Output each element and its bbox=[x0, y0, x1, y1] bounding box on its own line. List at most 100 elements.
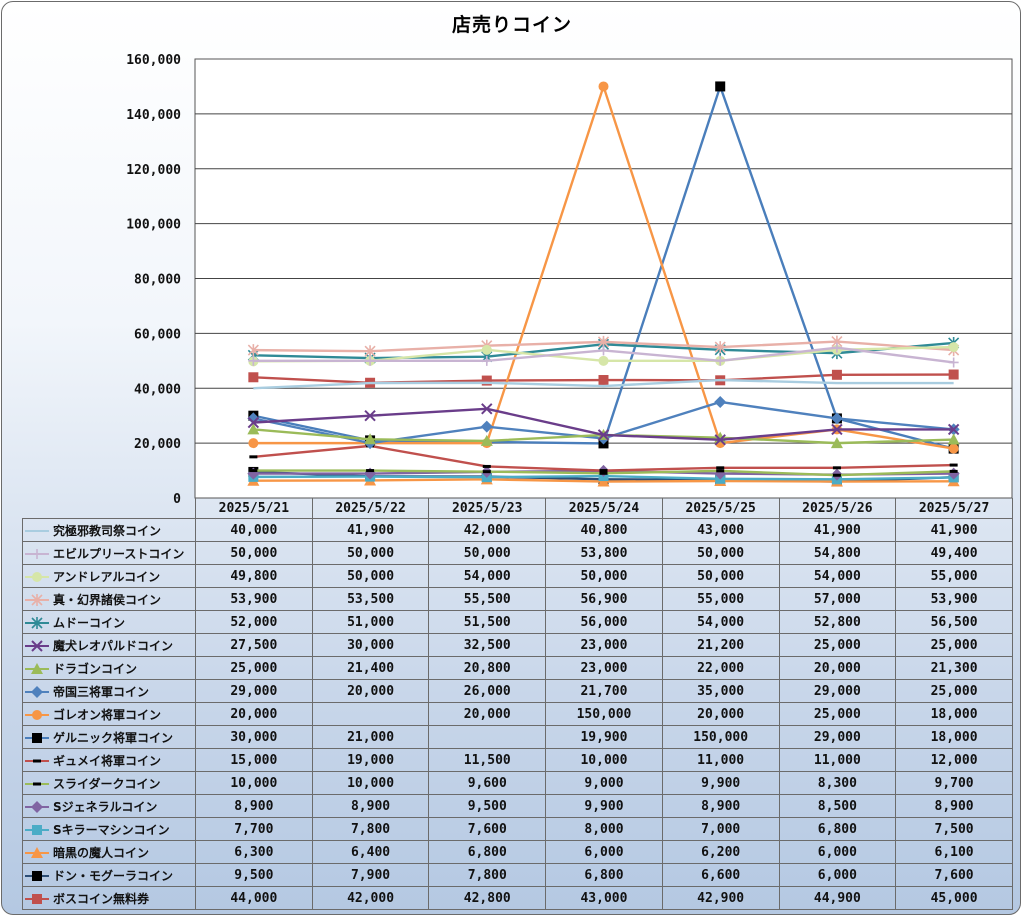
data-label: 50,000 bbox=[428, 541, 547, 565]
data-point bbox=[715, 355, 726, 366]
data-label: 25,000 bbox=[895, 633, 1013, 657]
data-label: 19,900 bbox=[545, 725, 663, 749]
data-label: 20,000 bbox=[661, 702, 780, 726]
data-label: 42,000 bbox=[428, 518, 547, 542]
data-point bbox=[481, 344, 492, 355]
data-label: 50,000 bbox=[311, 564, 430, 588]
data-label: 56,000 bbox=[545, 610, 663, 634]
data-point bbox=[598, 375, 609, 386]
data-point bbox=[714, 434, 726, 446]
data-point bbox=[31, 686, 43, 698]
data-label: 21,200 bbox=[661, 633, 780, 657]
data-label: 40,000 bbox=[195, 518, 313, 542]
data-point bbox=[248, 372, 259, 383]
data-point bbox=[830, 412, 843, 425]
data-label: 54,000 bbox=[428, 564, 547, 588]
data-point bbox=[248, 438, 259, 449]
data-label: 8,300 bbox=[778, 771, 897, 795]
data-label: 54,000 bbox=[661, 610, 780, 634]
data-point bbox=[32, 572, 42, 582]
legend-swatch bbox=[25, 640, 49, 652]
table-row: エビルプリーストコイン 50,000 50,000 50,000 53,800 50,00… bbox=[22, 541, 1013, 565]
table-row: Sキラーマシンコイン 7,700 7,800 7,600 8,000 7,000 6,800… bbox=[22, 817, 1013, 841]
data-point bbox=[31, 594, 43, 606]
data-point bbox=[482, 470, 491, 474]
data-point bbox=[365, 355, 376, 366]
data-point bbox=[832, 473, 841, 477]
data-point bbox=[364, 433, 377, 445]
data-point bbox=[33, 782, 41, 786]
data-label: 6,400 bbox=[311, 840, 430, 864]
data-point bbox=[949, 469, 958, 473]
data-label: 50,000 bbox=[545, 564, 663, 588]
data-point bbox=[31, 847, 43, 858]
table-row: ドン・モグーラコイン 9,500 7,900 7,800 6,800 6,600 6,000… bbox=[22, 863, 1013, 887]
data-label: 6,800 bbox=[545, 863, 663, 887]
data-label: 55,000 bbox=[895, 564, 1013, 588]
data-label: 30,000 bbox=[311, 633, 430, 657]
legend-entry: ドン・モグーラコイン bbox=[22, 863, 196, 887]
data-point bbox=[715, 81, 726, 92]
data-label: 20,000 bbox=[428, 702, 547, 726]
data-point bbox=[949, 463, 958, 467]
table-corner bbox=[22, 498, 196, 519]
data-point bbox=[714, 341, 726, 354]
table-row: ギュメイ将軍コイン 15,000 19,000 11,500 10,000 11,000 1… bbox=[22, 748, 1013, 772]
data-label: 11,000 bbox=[778, 748, 897, 772]
series-name: ゴレオン将軍コイン bbox=[53, 707, 162, 722]
data-point bbox=[947, 423, 960, 436]
data-label: 11,500 bbox=[428, 748, 547, 772]
series-name: エビルプリーストコイン bbox=[53, 546, 185, 561]
data-label: 50,000 bbox=[661, 541, 780, 565]
data-label: 41,900 bbox=[895, 518, 1013, 542]
series-11 bbox=[249, 469, 958, 477]
series-name: スライダークコイン bbox=[53, 776, 161, 791]
legend-swatch bbox=[25, 686, 49, 698]
legend-entry: ギュメイ将軍コイン bbox=[22, 748, 196, 772]
data-label: 40,800 bbox=[545, 518, 663, 542]
data-label: 52,800 bbox=[778, 610, 897, 634]
data-label: 51,000 bbox=[311, 610, 430, 634]
data-label: 21,300 bbox=[895, 656, 1013, 680]
y-tick-label: 80,000 bbox=[134, 273, 181, 288]
data-label: 10,000 bbox=[545, 748, 663, 772]
table-row: 帝国三将軍コイン 29,000 20,000 26,000 21,700 35,000 29… bbox=[22, 679, 1013, 703]
series-0 bbox=[253, 378, 954, 390]
series-5 bbox=[247, 403, 960, 446]
data-label: 41,900 bbox=[778, 518, 897, 542]
data-point bbox=[32, 549, 42, 559]
data-label: 6,000 bbox=[545, 840, 663, 864]
series-name: Sジェネラルコイン bbox=[53, 799, 158, 814]
series-name: ゲルニック将軍コイン bbox=[53, 730, 174, 745]
data-label: 10,000 bbox=[195, 771, 313, 795]
data-label: 7,800 bbox=[311, 817, 430, 841]
table-row: 魔犬レオパルドコイン 27,500 30,000 32,500 23,000 21,200… bbox=[22, 633, 1013, 657]
data-label: 42,900 bbox=[661, 886, 780, 910]
data-label: 7,900 bbox=[311, 863, 430, 887]
legend-swatch bbox=[25, 710, 49, 720]
data-label: 8,900 bbox=[661, 794, 780, 818]
x-tick-label: 2025/5/26 bbox=[778, 498, 897, 519]
table-row: ドラゴンコイン 25,000 21,400 20,800 23,000 22,000 20,… bbox=[22, 656, 1013, 680]
x-tick-label: 2025/5/21 bbox=[195, 498, 313, 519]
series-name: ボスコイン無料券 bbox=[53, 891, 150, 906]
data-point bbox=[31, 617, 43, 629]
data-table: 2025/5/21 2025/5/22 2025/5/23 2025/5/24 2025… bbox=[22, 498, 1013, 910]
data-point bbox=[32, 894, 42, 904]
series-name: ムドーコイン bbox=[53, 615, 126, 630]
legend-swatch bbox=[25, 530, 49, 532]
data-point bbox=[598, 355, 609, 366]
legend-swatch bbox=[25, 733, 49, 743]
legend-entry: Sキラーマシンコイン bbox=[22, 817, 196, 841]
data-point bbox=[366, 469, 375, 473]
data-label: 21,400 bbox=[311, 656, 430, 680]
data-label: 23,000 bbox=[545, 633, 663, 657]
data-label: 29,000 bbox=[195, 679, 313, 703]
series-name: Sキラーマシンコイン bbox=[53, 822, 170, 837]
data-point bbox=[481, 403, 493, 415]
y-tick-label: 60,000 bbox=[134, 327, 181, 342]
data-label: 12,000 bbox=[895, 748, 1013, 772]
data-label: 25,000 bbox=[778, 702, 897, 726]
y-tick-label: 20,000 bbox=[134, 437, 181, 452]
